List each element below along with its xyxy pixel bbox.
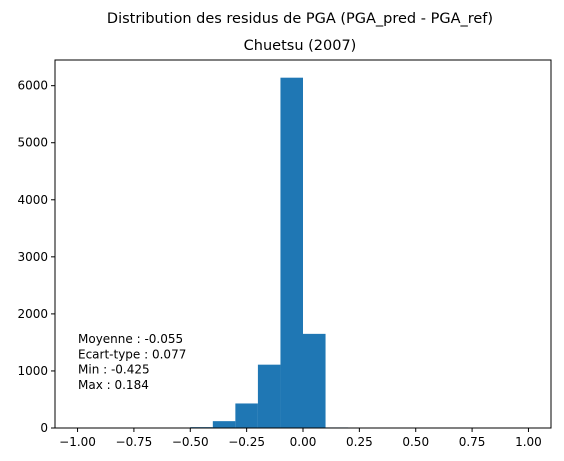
y-tick-label-6: 6000 bbox=[17, 79, 48, 93]
histogram-bar-5 bbox=[303, 334, 326, 428]
stats-line-3: Max : 0.184 bbox=[78, 378, 149, 392]
histogram-bar-1 bbox=[213, 421, 236, 428]
x-tick-label-6: 0.50 bbox=[402, 435, 429, 449]
x-tick-label-1: −0.75 bbox=[116, 435, 153, 449]
stats-line-1: Ecart-type : 0.077 bbox=[78, 347, 186, 361]
x-tick-label-3: −0.25 bbox=[228, 435, 265, 449]
chart-title: Distribution des residus de PGA (PGA_pre… bbox=[107, 11, 493, 27]
histogram-bar-2 bbox=[235, 403, 258, 428]
y-tick-label-2: 2000 bbox=[17, 307, 48, 321]
x-axis: −1.00 −0.75 −0.50 −0.25 0.00 0.25 0.50 0.75 1.00 bbox=[59, 428, 542, 449]
y-tick-label-0: 0 bbox=[40, 421, 48, 435]
x-tick-label-5: 0.25 bbox=[346, 435, 373, 449]
x-tick-label-7: 0.75 bbox=[459, 435, 486, 449]
y-axis: 0 1000 2000 3000 4000 5000 6000 bbox=[17, 79, 55, 435]
chart-subtitle: Chuetsu (2007) bbox=[244, 38, 357, 54]
x-tick-label-8: 1.00 bbox=[515, 435, 542, 449]
x-tick-label-0: −1.00 bbox=[59, 435, 96, 449]
y-tick-label-5: 5000 bbox=[17, 136, 48, 150]
x-tick-label-4: 0.00 bbox=[290, 435, 317, 449]
stats-line-2: Min : -0.425 bbox=[78, 363, 150, 377]
histogram-bar-4 bbox=[280, 78, 303, 428]
y-tick-label-4: 4000 bbox=[17, 193, 48, 207]
histogram-bar-3 bbox=[258, 365, 281, 428]
x-tick-label-2: −0.50 bbox=[172, 435, 209, 449]
bars-group bbox=[190, 78, 348, 428]
y-tick-label-1: 1000 bbox=[17, 364, 48, 378]
y-tick-label-3: 3000 bbox=[17, 250, 48, 264]
stats-line-0: Moyenne : -0.055 bbox=[78, 332, 183, 346]
